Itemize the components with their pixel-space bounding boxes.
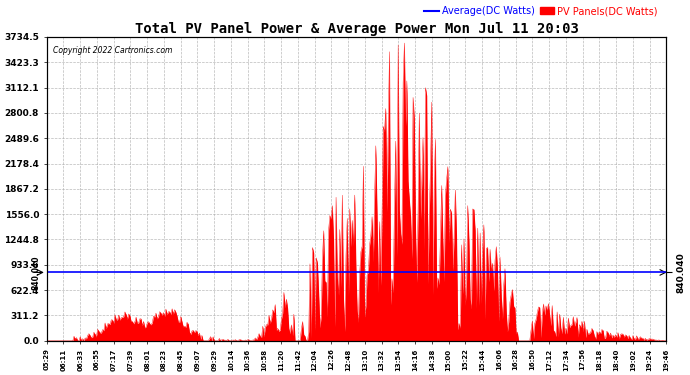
Text: 840.040: 840.040 (32, 255, 41, 290)
Title: Total PV Panel Power & Average Power Mon Jul 11 20:03: Total PV Panel Power & Average Power Mon… (135, 22, 578, 36)
Legend: Average(DC Watts), PV Panels(DC Watts): Average(DC Watts), PV Panels(DC Watts) (420, 2, 662, 20)
Text: Copyright 2022 Cartronics.com: Copyright 2022 Cartronics.com (53, 46, 172, 55)
